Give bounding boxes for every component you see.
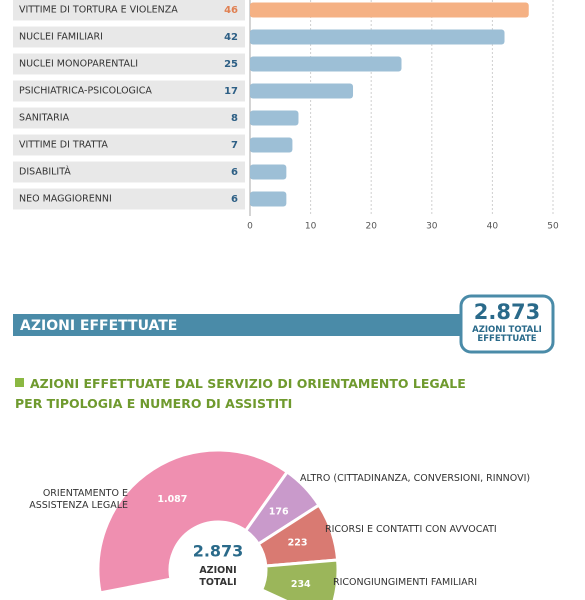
bar: [250, 137, 293, 153]
x-tick-label: 0: [247, 222, 253, 232]
value-label: 8: [231, 113, 238, 124]
category-label: NUCLEI MONOPARENTALI: [19, 59, 138, 70]
bar: [250, 191, 287, 207]
value-label: 7: [231, 140, 238, 151]
value-label: 176: [269, 506, 289, 517]
bar: [250, 29, 505, 45]
label-box: [13, 188, 245, 210]
category-label: VITTIME DI TORTURA E VIOLENZA: [19, 5, 178, 16]
segment-label: ALTRO (CITTADINANZA, CONVERSIONI, RINNOV…: [300, 473, 531, 484]
section-header-bar: [13, 314, 468, 336]
x-tick-label: 30: [426, 222, 438, 232]
x-tick-label: 10: [305, 222, 317, 232]
value-label: 1.087: [157, 494, 187, 505]
category-label: PSICHIATRICA-PSICOLOGICA: [19, 86, 152, 97]
label-box: [13, 0, 245, 21]
value-label: 42: [224, 32, 238, 43]
section-title: AZIONI EFFETTUATE: [20, 318, 177, 334]
category-label: DISABILITÀ: [19, 166, 71, 178]
badge: [459, 294, 555, 354]
value-label: 6: [231, 167, 238, 178]
chart-title: AZIONI EFFETTUATE DAL SERVIZIO DI ORIENT…: [30, 376, 466, 391]
center-value: 2.873: [193, 542, 244, 561]
badge-value: 2.873: [474, 300, 540, 324]
label-box: [13, 107, 245, 129]
label-box: [13, 80, 245, 102]
x-tick-label: 40: [487, 222, 499, 232]
chart-title: PER TIPOLOGIA E NUMERO DI ASSISTITI: [15, 396, 293, 411]
bar: [250, 110, 299, 126]
donut-segment: [96, 448, 290, 595]
category-label: SANITARIA: [19, 113, 70, 124]
value-label: 223: [288, 537, 308, 548]
title-square: [15, 378, 24, 387]
category-label: NUCLEI FAMILIARI: [19, 32, 103, 43]
x-tick-label: 20: [365, 222, 377, 232]
x-tick-label: 50: [547, 222, 559, 232]
value-label: 17: [224, 86, 238, 97]
bar: [250, 164, 287, 180]
category-label: NEO MAGGIORENNI: [19, 194, 112, 205]
label-box: [13, 53, 245, 75]
segment-label: RICONGIUNGIMENTI FAMILIARI: [333, 577, 478, 588]
label-box: [13, 161, 245, 183]
category-label: VITTIME DI TRATTA: [19, 140, 108, 151]
value-label: 46: [224, 5, 238, 16]
badge-text: AZIONI TOTALI EFFETTUATE: [472, 325, 542, 345]
label-box: [13, 134, 245, 156]
label-box: [13, 26, 245, 48]
value-label: 6: [231, 194, 238, 205]
segment-label: RICORSI E CONTATTI CON AVVOCATI: [325, 524, 497, 535]
bar: [250, 83, 354, 99]
bar: [250, 2, 529, 18]
value-label: 234: [291, 579, 311, 590]
donut-segment: [259, 558, 340, 600]
value-label: 25: [224, 59, 238, 70]
segment-label: ORIENTAMENTO E ASSISTENZA LEGALE: [29, 488, 128, 511]
bar: [250, 56, 402, 72]
center-text: AZIONI TOTALI: [199, 565, 237, 588]
